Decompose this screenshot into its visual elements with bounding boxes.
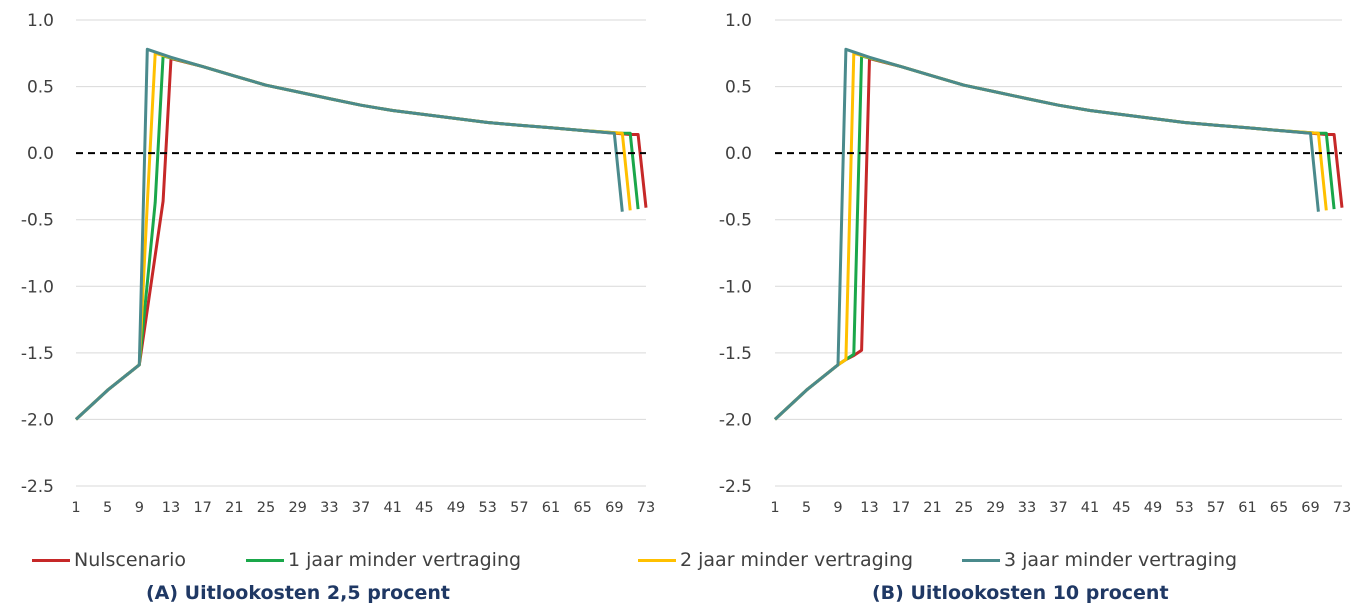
x-tick-label: 33 [320, 500, 338, 516]
x-tick-label: 5 [802, 500, 811, 516]
y-tick-label: 0.5 [27, 78, 54, 98]
x-tick-label: 9 [135, 500, 144, 516]
x-tick-label: 21 [225, 500, 243, 516]
x-tick-label: 57 [510, 500, 528, 516]
x-tick-label: 65 [573, 500, 591, 516]
x-tick-label: 1 [770, 500, 779, 516]
x-tick-label: 13 [860, 500, 878, 516]
legend-label-3-jaar: 3 jaar minder vertraging [1004, 549, 1238, 571]
x-tick-label: 17 [892, 500, 910, 516]
x-tick-label: 5 [103, 500, 112, 516]
y-tick-label: -1.5 [719, 344, 752, 364]
x-tick-label: 13 [162, 500, 180, 516]
y-tick-label: 1.0 [27, 11, 54, 31]
y-tick-label: -1.0 [21, 277, 54, 297]
x-tick-label: 21 [923, 500, 941, 516]
x-tick-label: 73 [1333, 500, 1351, 516]
legend-label-1-jaar: 1 jaar minder vertraging [288, 549, 522, 571]
x-tick-label: 41 [383, 500, 401, 516]
x-tick-label: 41 [1081, 500, 1099, 516]
x-tick-label: 29 [288, 500, 306, 516]
series-line-1-jaar-minder-vertraging [74, 54, 640, 421]
x-tick-label: 29 [986, 500, 1004, 516]
x-tick-label: 9 [833, 500, 842, 516]
legend-item-2-jaar: 2 jaar minder vertraging [638, 544, 913, 576]
legend-swatch-2-jaar [638, 558, 676, 562]
caption-b: (B) Uitlookosten 10 procent [872, 582, 1169, 604]
y-tick-label: -2.0 [719, 410, 752, 430]
y-tick-label: -0.5 [719, 211, 752, 231]
x-tick-label: 53 [478, 500, 496, 516]
legend: Nulscenario 1 jaar minder vertraging 2 j… [0, 544, 1368, 576]
legend-label-2-jaar: 2 jaar minder vertraging [680, 549, 914, 571]
x-tick-label: 25 [955, 500, 973, 516]
y-tick-label: 0.5 [725, 78, 752, 98]
x-tick-label: 33 [1018, 500, 1036, 516]
x-tick-label: 25 [257, 500, 275, 516]
x-tick-label: 17 [193, 500, 211, 516]
series-line-3-jaar-minder-vertraging [74, 47, 624, 421]
legend-label-nulscenario: Nulscenario [74, 549, 186, 571]
y-tick-label: 0.0 [725, 144, 752, 164]
y-tick-label: -1.0 [719, 277, 752, 297]
x-tick-label: 65 [1270, 500, 1288, 516]
legend-swatch-1-jaar [246, 558, 284, 562]
x-tick-label: 49 [1144, 500, 1162, 516]
caption-a: (A) Uitlookosten 2,5 procent [146, 582, 450, 604]
x-tick-label: 37 [352, 500, 370, 516]
x-tick-label: 49 [447, 500, 465, 516]
series-line-3-jaar-minder-vertraging [773, 47, 1320, 421]
x-tick-label: 69 [605, 500, 623, 516]
chart-a: 1.0 0.5 0.0 -0.5 -1.0 -1.5 -2.0 -2.5 1 5 9 13 17 21 25… [21, 11, 655, 516]
x-tick-label: 45 [1112, 500, 1130, 516]
y-tick-label: 1.0 [725, 11, 752, 31]
y-tick-label: -1.5 [21, 344, 54, 364]
x-tick-label: 45 [415, 500, 433, 516]
y-tick-label: -2.5 [21, 477, 54, 497]
legend-item-3-jaar: 3 jaar minder vertraging [962, 544, 1237, 576]
legend-item-1-jaar: 1 jaar minder vertraging [246, 544, 521, 576]
legend-swatch-nulscenario [32, 558, 70, 562]
legend-item-nulscenario: Nulscenario [32, 544, 186, 576]
x-tick-label: 53 [1175, 500, 1193, 516]
x-tick-label: 1 [71, 500, 80, 516]
legend-swatch-3-jaar [962, 558, 1000, 562]
x-tick-label: 61 [1238, 500, 1256, 516]
series-line-1-jaar-minder-vertraging [773, 54, 1336, 421]
y-tick-label: -2.0 [21, 410, 54, 430]
y-tick-label: -0.5 [21, 211, 54, 231]
x-tick-label: 69 [1301, 500, 1319, 516]
y-tick-label: 0.0 [27, 144, 54, 164]
x-tick-label: 37 [1049, 500, 1067, 516]
x-tick-label: 73 [637, 500, 655, 516]
y-tick-label: -2.5 [719, 477, 752, 497]
x-tick-label: 57 [1207, 500, 1225, 516]
chart-b: 1.0 0.5 0.0 -0.5 -1.0 -1.5 -2.0 -2.5 1 5 9 13 17 21 25… [719, 11, 1351, 516]
x-tick-label: 61 [542, 500, 560, 516]
